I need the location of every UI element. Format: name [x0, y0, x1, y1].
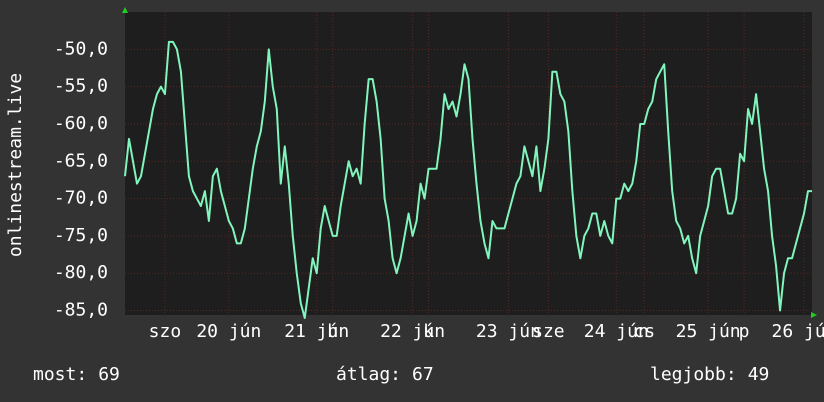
x-tick-label: p — [739, 321, 750, 342]
data-line — [124, 40, 812, 319]
y-axis-label: onlinestream.live — [5, 73, 26, 257]
x-tick-label: h — [327, 321, 338, 342]
stat-label: átlag: — [336, 364, 401, 385]
x-tick-label: 24 jún — [584, 321, 649, 342]
stat-value: 49 — [748, 364, 770, 385]
stats: most: 69 átlag: 67 legjobb: 49 — [33, 364, 769, 385]
stat-label: legjobb: — [650, 364, 737, 385]
y-tick-label: -70,0 — [54, 188, 108, 209]
axis-arrow — [811, 312, 817, 318]
x-tick-label: 21 jún — [284, 321, 349, 342]
y-tick-label: -75,0 — [54, 225, 108, 246]
axis-arrow — [122, 7, 128, 13]
x-tick-label: sze — [532, 321, 565, 342]
x-tick-label: 23 jún — [476, 321, 541, 342]
x-tick-label: 20 jún — [196, 321, 261, 342]
x-tick-label: szo — [149, 321, 182, 342]
stat-value: 69 — [98, 364, 120, 385]
x-tick-label: 22 jún — [380, 321, 445, 342]
x-tick-label: 26 jún — [771, 321, 824, 342]
y-tick-label: -85,0 — [54, 300, 108, 321]
plot-area — [125, 12, 812, 315]
y-tick-label: -65,0 — [54, 150, 108, 171]
stat-value: 67 — [412, 364, 434, 385]
y-tick-label: -60,0 — [54, 113, 108, 134]
x-tick-label: 25 jún — [676, 321, 741, 342]
stat-label: most: — [33, 364, 87, 385]
x-tick-label: cs — [633, 321, 655, 342]
x-tick-label: k — [423, 321, 434, 342]
stat: legjobb: 49 — [650, 364, 769, 385]
stat: átlag: 67 — [336, 364, 434, 385]
y-tick-label: -80,0 — [54, 262, 108, 283]
y-tick-label: -50,0 — [54, 38, 108, 59]
stat: most: 69 — [33, 364, 120, 385]
y-tick-label: -55,0 — [54, 76, 108, 97]
